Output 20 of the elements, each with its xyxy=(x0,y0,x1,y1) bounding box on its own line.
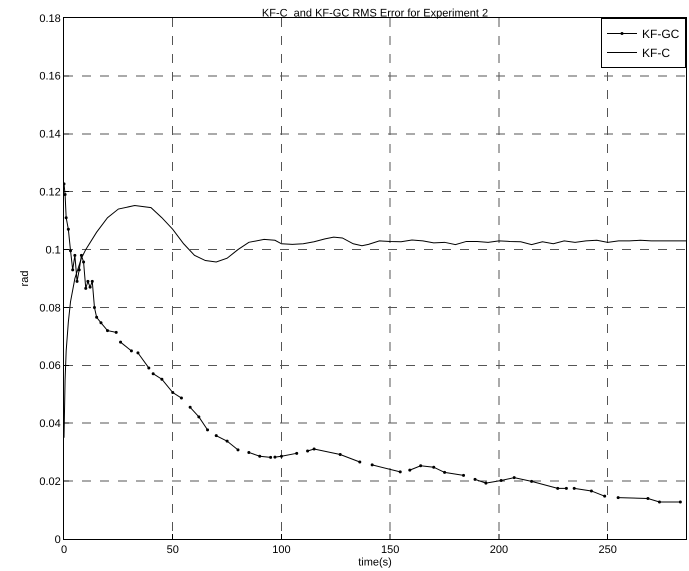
x-tick-label: 150 xyxy=(381,544,400,556)
y-tick-label: 0.02 xyxy=(39,476,61,488)
x-tick-label: 200 xyxy=(490,544,508,556)
x-axis-title: time(s) xyxy=(358,556,392,568)
y-tick-label: 0.16 xyxy=(39,70,61,83)
x-tick-label: 250 xyxy=(598,544,617,556)
y-tick-label: 0.08 xyxy=(39,302,61,314)
y-tick-label: 0.12 xyxy=(39,186,61,199)
y-axis-title: rad xyxy=(19,270,32,286)
x-tick-label: 50 xyxy=(166,544,179,556)
x-tick-label: 100 xyxy=(272,544,291,556)
y-tick-label: 0 xyxy=(54,534,61,546)
y-tick-label: 0.1 xyxy=(46,244,61,256)
y-tick-label: 0.06 xyxy=(39,360,61,372)
y-tick-label: 0.18 xyxy=(39,12,61,25)
chart-title: KF-C and KF-GC RMS Error for Experiment 2 xyxy=(262,7,488,20)
y-tick-label: 0.14 xyxy=(39,128,61,141)
legend-label: KF-GC xyxy=(642,27,680,42)
legend-label: KF-C xyxy=(642,46,670,60)
y-tick-label: 0.04 xyxy=(39,418,61,430)
